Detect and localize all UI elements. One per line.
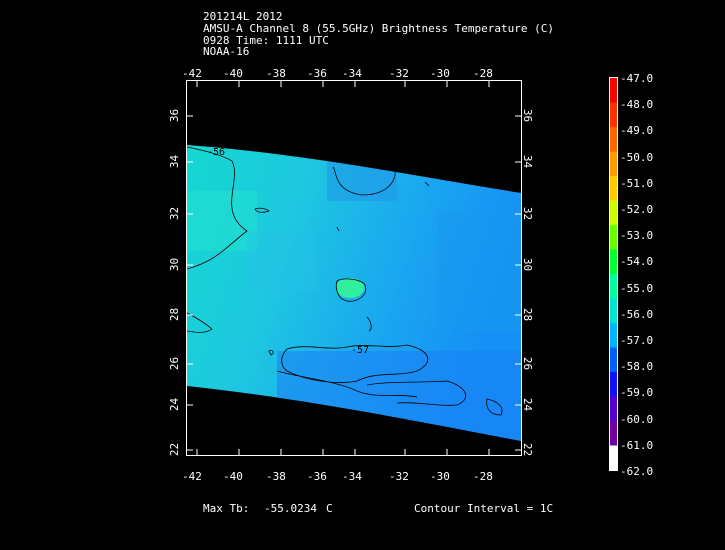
colorbar-segment <box>610 323 617 348</box>
colorbar-segment <box>610 127 617 152</box>
title-line-4: NOAA-16 <box>203 45 250 58</box>
colorbar-segment <box>610 225 617 250</box>
lon-tick-top: -34 <box>342 67 362 80</box>
colorbar-label: -62.0 <box>620 465 654 478</box>
contour-interval: Contour Interval = 1C <box>414 502 554 515</box>
frame-ticks <box>187 81 521 455</box>
lon-tick-bottom: -38 <box>266 470 286 483</box>
title-line-2: AMSU-A Channel 8 (55.5GHz) Brightness Te… <box>203 22 554 35</box>
texture-patch <box>247 231 317 291</box>
colorbar-label: -59.0 <box>620 386 654 400</box>
lat-tick-right: 26 <box>521 356 535 371</box>
colorbar-label: -50.0 <box>620 150 654 164</box>
colorbar-label: -61.0 <box>620 438 654 452</box>
colorbar-label: -55.0 <box>620 281 654 295</box>
colorbar-label: -52.0 <box>620 203 654 216</box>
colorbar-label: -53.0 <box>620 229 654 243</box>
lat-tick-right: 24 <box>521 397 535 412</box>
colorbar-segment <box>610 102 617 128</box>
colorbar-segment <box>610 274 617 299</box>
colorbar-segment <box>610 421 617 446</box>
lat-tick-right: 36 <box>521 108 535 123</box>
lon-tick-bottom: -28 <box>473 470 493 483</box>
contour-label-57: -57 <box>351 345 369 356</box>
title-line-1: 201214L 2012 <box>203 10 283 23</box>
cool-east <box>437 211 521 331</box>
lon-tick-top: -38 <box>266 67 286 80</box>
lat-tick-left: 28 <box>168 307 182 322</box>
colorbar <box>609 77 618 471</box>
colorbar-segment <box>610 298 617 324</box>
lat-tick-left: 34 <box>168 154 182 169</box>
colorbar-label: -49.0 <box>620 124 654 138</box>
colorbar-segment <box>610 151 617 177</box>
lon-tick-bottom: -36 <box>307 470 327 483</box>
warm-spot <box>336 278 364 298</box>
colorbar-segment <box>610 249 617 275</box>
colorbar-label: -57.0 <box>620 334 654 347</box>
colorbar-label: -54.0 <box>620 255 654 269</box>
lat-tick-left: 30 <box>168 257 182 272</box>
lat-tick-left: 22 <box>168 442 182 457</box>
lat-tick-right: 34 <box>521 154 535 169</box>
lon-tick-top: -30 <box>430 67 450 80</box>
contour-label-56: -56 <box>207 147 225 158</box>
lat-tick-right: 28 <box>521 307 535 322</box>
colorbar-label: -47.0 <box>620 72 654 85</box>
cool-band <box>277 351 521 441</box>
colorbar-label: -58.0 <box>620 360 654 374</box>
lat-tick-right: 30 <box>521 257 535 272</box>
map-plot-area: -56 -57 <box>186 80 522 456</box>
title-line-3: 0928 Time: 1111 UTC <box>203 34 329 47</box>
contour-lines <box>187 146 503 416</box>
lon-tick-top: -40 <box>223 67 243 80</box>
colorbar-segment <box>610 176 617 201</box>
lat-tick-left: 26 <box>168 356 182 371</box>
lon-tick-top: -36 <box>307 67 327 80</box>
colorbar-segment <box>610 396 617 422</box>
colorbar-label: -48.0 <box>620 98 654 112</box>
colorbar-label: -56.0 <box>620 307 654 321</box>
lat-tick-right: 32 <box>521 206 535 221</box>
lon-tick-top: -32 <box>389 67 409 80</box>
colorbar-segment <box>610 347 617 373</box>
lat-tick-right: 22 <box>521 442 535 457</box>
lon-tick-bottom: -42 <box>182 470 202 483</box>
max-tb-value: -55.0234 <box>264 502 317 515</box>
colorbar-segment <box>610 200 617 226</box>
lon-tick-top: -28 <box>473 67 493 80</box>
colorbar-segment <box>610 372 617 397</box>
lat-tick-left: 24 <box>168 397 182 412</box>
colorbar-segment <box>610 445 617 471</box>
lat-tick-left: 36 <box>168 108 182 123</box>
lon-tick-bottom: -40 <box>223 470 243 483</box>
lat-tick-left: 32 <box>168 206 182 221</box>
lon-tick-bottom: -32 <box>389 470 409 483</box>
colorbar-gradient <box>610 78 617 471</box>
warm-patch <box>187 191 257 251</box>
colorbar-label: -51.0 <box>620 176 654 190</box>
colorbar-label: -60.0 <box>620 412 654 426</box>
brightness-temperature-map: -56 -57 <box>187 81 521 455</box>
colorbar-segment <box>610 78 617 103</box>
lon-tick-top: -42 <box>182 67 202 80</box>
lon-tick-bottom: -30 <box>430 470 450 483</box>
lon-tick-bottom: -34 <box>342 470 362 483</box>
max-tb-label: Max Tb: <box>203 502 250 515</box>
max-tb-unit: C <box>326 502 333 515</box>
